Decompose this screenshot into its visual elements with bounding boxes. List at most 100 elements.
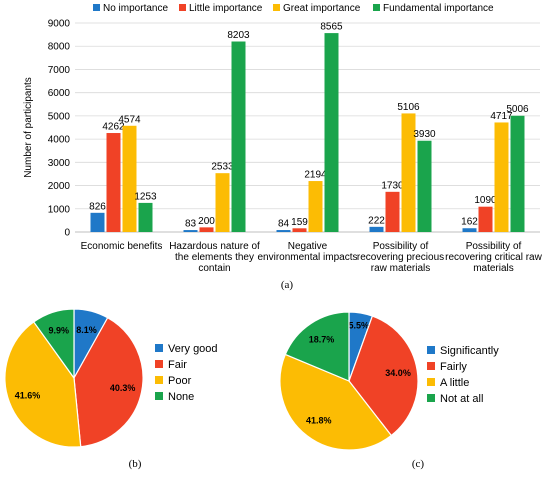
pie-slice-label: 18.7% [309, 335, 335, 345]
bar-value-label: 4717 [490, 111, 513, 122]
bar [494, 122, 509, 232]
legend-entry: None [168, 391, 194, 403]
bar [462, 228, 477, 232]
x-category-label: Economic benefits [81, 241, 163, 252]
legend-entry: No importance [103, 3, 168, 14]
x-category-label: recovering precious [357, 252, 444, 263]
bar [215, 173, 230, 232]
pie-slice [32, 308, 75, 380]
x-category-label: recovering critical raw [445, 252, 542, 263]
y-tick-label: 7000 [48, 65, 71, 76]
pie-slice-label: 9.9% [49, 326, 70, 336]
figure-caption-a: (a) [281, 279, 294, 291]
bar-value-label: 2533 [211, 162, 234, 173]
bar-value-label: 826 [89, 201, 106, 212]
bar-value-label: 2194 [304, 170, 327, 181]
bar-value-label: 8565 [320, 22, 343, 33]
y-axis-label: Number of participants [23, 77, 34, 178]
bar-value-label: 4574 [118, 114, 141, 125]
x-category-label: materials [473, 263, 514, 274]
bar-value-label: 1730 [381, 180, 404, 191]
legend-swatch [155, 360, 163, 368]
legend-entry: Great importance [283, 3, 361, 14]
bar [122, 125, 137, 232]
x-category-label: contain [198, 263, 230, 274]
legend-entry: Poor [168, 375, 192, 387]
bar-value-label: 5006 [506, 104, 529, 115]
bar [231, 41, 246, 232]
bar-chart-importance: 0 1000 2000 3000 4000 5000 6000 7000 8000 9000 Num… [23, 3, 543, 291]
legend-swatch [93, 4, 100, 11]
bar [276, 230, 291, 232]
legend-swatch [427, 378, 435, 386]
legend-swatch [155, 392, 163, 400]
x-category-label: environmental impacts [257, 252, 357, 263]
legend-entry: Fair [168, 359, 187, 371]
figure-caption: (c) [412, 458, 425, 470]
x-category-label: the elements they [175, 252, 254, 263]
legend-entry: Significantly [440, 345, 499, 357]
bar [324, 33, 339, 232]
legend-swatch [155, 344, 163, 352]
bar [183, 230, 198, 232]
x-category-label: Negative [288, 241, 328, 252]
bar [106, 133, 121, 232]
legend-swatch [427, 362, 435, 370]
legend-entry: A little [440, 377, 469, 389]
bar [308, 181, 323, 232]
bar [510, 115, 525, 232]
y-tick-label: 8000 [48, 42, 71, 53]
pie-slice [279, 353, 393, 451]
bar-value-label: 8203 [227, 30, 250, 41]
pie-slice-label: 34.0% [385, 368, 411, 378]
bar [385, 191, 400, 232]
x-category-label: Hazardous nature of [169, 241, 260, 252]
legend-entry: Not at all [440, 393, 483, 405]
bar [90, 212, 105, 232]
bar-value-label: 162 [461, 217, 478, 228]
pie-slice-label: 5.5% [348, 320, 369, 330]
pie-chart-b: 8.1% 40.3% 41.6% 9.9% Very good Fair Poor None (… [4, 308, 218, 470]
bar [199, 227, 214, 232]
x-category-label: Possibility of [466, 241, 522, 252]
pie-slice-label: 8.1% [76, 325, 97, 335]
bar-value-label: 159 [291, 217, 308, 228]
legend-entry: Very good [168, 343, 218, 355]
bar-value-label: 1090 [474, 195, 497, 206]
pie-slice [284, 311, 350, 382]
legend-swatch [155, 376, 163, 384]
legend-swatch [427, 346, 435, 354]
bar-value-label: 200 [198, 216, 215, 227]
y-tick-label: 9000 [48, 19, 71, 30]
bar-value-label: 83 [185, 219, 197, 230]
figure-caption: (b) [129, 458, 142, 470]
bar-value-label: 222 [368, 215, 385, 226]
legend-swatch [427, 394, 435, 402]
pie-slice-label: 41.6% [15, 391, 41, 401]
y-tick-label: 6000 [48, 88, 71, 99]
legend-swatch [373, 4, 380, 11]
y-tick-label: 2000 [48, 181, 71, 192]
pie-slice-label: 41.8% [306, 415, 332, 425]
bar-value-label: 4262 [102, 122, 125, 133]
pie-slice [348, 315, 419, 437]
legend-entry: Little importance [189, 3, 263, 14]
bar-value-label: 1253 [134, 191, 157, 202]
x-category-label: raw materials [371, 263, 430, 274]
bar [478, 206, 493, 232]
pie-slice [4, 321, 82, 448]
y-tick-label: 1000 [48, 204, 71, 215]
bar [369, 226, 384, 232]
legend-entry: Fairly [440, 361, 467, 373]
bar [401, 113, 416, 232]
y-tick-label: 4000 [48, 135, 71, 146]
bar [417, 140, 432, 232]
bar [292, 228, 307, 232]
pie-chart-c: 5.5% 34.0% 41.8% 18.7% Significantly Fairly A … [279, 311, 499, 470]
bar-value-label: 5106 [397, 102, 420, 113]
y-tick-label: 0 [64, 228, 70, 239]
legend-swatch [179, 4, 186, 11]
legend-entry: Fundamental importance [383, 3, 494, 14]
x-category-label: Possibility of [373, 241, 429, 252]
